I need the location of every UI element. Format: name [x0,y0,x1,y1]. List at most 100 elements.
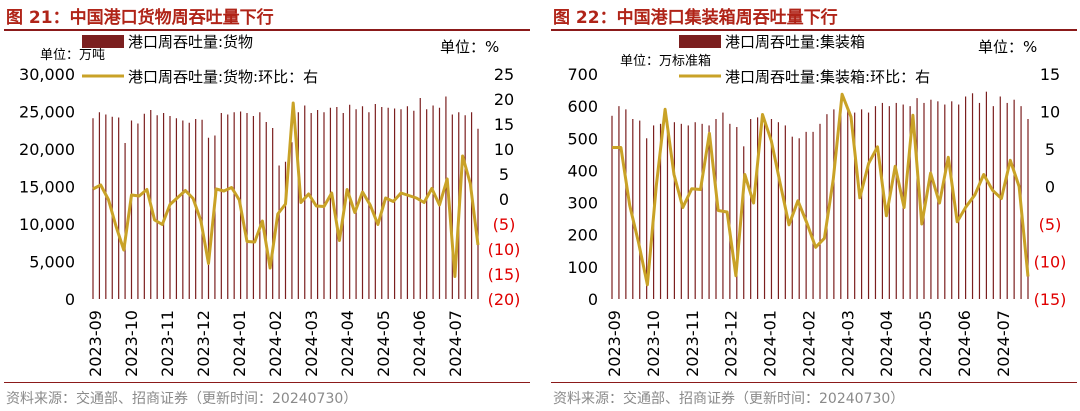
bar [867,112,870,299]
right-unit-label: 单位：% [978,38,1037,56]
bar [708,125,710,299]
right-axis-tick-label: 10 [494,140,514,159]
bar [978,102,981,299]
x-axis-tick-label: 2024-02 [266,310,285,377]
bar [214,135,216,299]
x-axis-tick-label: 2024-03 [838,310,857,377]
bar [840,106,842,300]
bar [812,131,814,299]
bar [701,123,703,299]
right-title-rule [551,29,1077,31]
bar [355,109,357,299]
bar [819,123,821,299]
bar [246,113,248,299]
left-axis-tick-label: 600 [567,97,598,116]
bar [1013,99,1015,299]
right-axis-tick-label: 15 [494,115,514,134]
bar [770,119,773,299]
bar [156,115,158,299]
left-axis-tick-label: 200 [567,226,598,245]
bar [92,118,94,299]
right-axis-tick-label: (5) [493,215,516,234]
bar [916,98,918,299]
legend-bar-label: 港口周吞吐量:货物 [128,33,253,51]
bar [265,122,267,299]
bar [182,120,184,299]
x-axis-tick-label: 2023-10 [644,310,663,377]
bar [304,105,306,299]
bar [220,113,222,299]
bar [137,123,139,299]
legend-bar-swatch [82,35,124,48]
bar [874,106,877,300]
bar [105,114,107,299]
left-axis-tick-label: 15,000 [19,178,75,197]
bar [881,102,883,299]
bar [1027,119,1029,299]
right-axis-tick-label: 20 [494,90,514,109]
bar [763,122,766,299]
x-axis-tick-label: 2024-06 [410,310,429,377]
left-title-rule [4,29,530,31]
bar [854,112,856,299]
right-axis-tick-label: (15) [488,265,521,284]
x-axis-tick-label: 2024-04 [338,310,357,377]
left-axis-tick-label: 0 [588,290,598,309]
bar [432,105,434,299]
bar [291,142,293,299]
bar [985,91,987,299]
x-axis-tick-label: 2023-10 [122,310,141,377]
bar [909,106,911,300]
right-axis-tick-label: 5 [499,165,509,184]
bar [639,120,641,299]
bar [965,96,967,299]
x-axis-tick-label: 2024-05 [916,310,935,377]
bar [361,106,364,299]
right-axis-tick-label: (10) [1034,253,1067,272]
bar [419,98,421,299]
right-bottom-rule [551,382,1077,383]
bar [98,112,101,299]
left-axis-tick-label: 10,000 [19,215,75,234]
bar [930,99,932,299]
bar [722,112,724,299]
bar [284,161,287,299]
bar [687,125,689,299]
bar [777,122,779,299]
x-axis-tick-label: 2023-11 [158,310,177,377]
bar [750,119,752,299]
right-axis-tick-label: 25 [494,65,514,84]
bar [316,110,319,299]
left-axis-tick-label: 500 [567,129,598,148]
bar [611,115,613,300]
bar [958,104,960,300]
bar [233,112,235,299]
bar [895,102,897,299]
right-axis-tick-label: 0 [1045,178,1055,197]
left-axis-tick-label: 100 [567,258,598,277]
legend-line-label: 港口周吞吐量:集装箱:环比：右 [725,68,930,86]
bar [477,128,479,299]
series-line [92,101,480,278]
series-line [612,92,1030,287]
bar [451,114,453,299]
left-axis-tick-label: 700 [567,65,598,84]
bar [826,114,828,299]
left-chart: 0 5,000 10,000 15,000 20,000 25,000 30,000 (20)… [19,33,521,377]
legend-bar-label: 港口周吞吐量:集装箱 [725,33,865,51]
bar [847,109,849,299]
x-axis-tick-label: 2024-07 [994,310,1013,377]
bar [992,106,994,300]
bar [757,117,759,300]
bar [406,106,409,299]
left-source-note: 资料来源：交通部、招商证券（更新时间：20240730） [6,391,358,407]
x-axis-tick-label: 2024-04 [877,310,896,377]
x-axis-tick-label: 2023-09 [605,310,624,377]
bar [227,114,229,299]
x-axis-tick-label: 2023-12 [722,310,741,377]
bar [923,102,925,299]
x-axis-tick-label: 2023-11 [683,310,702,377]
x-axis-tick-label: 2024-01 [761,310,780,377]
bar [798,138,800,299]
right-axis-tick-label: 15 [1040,65,1060,84]
